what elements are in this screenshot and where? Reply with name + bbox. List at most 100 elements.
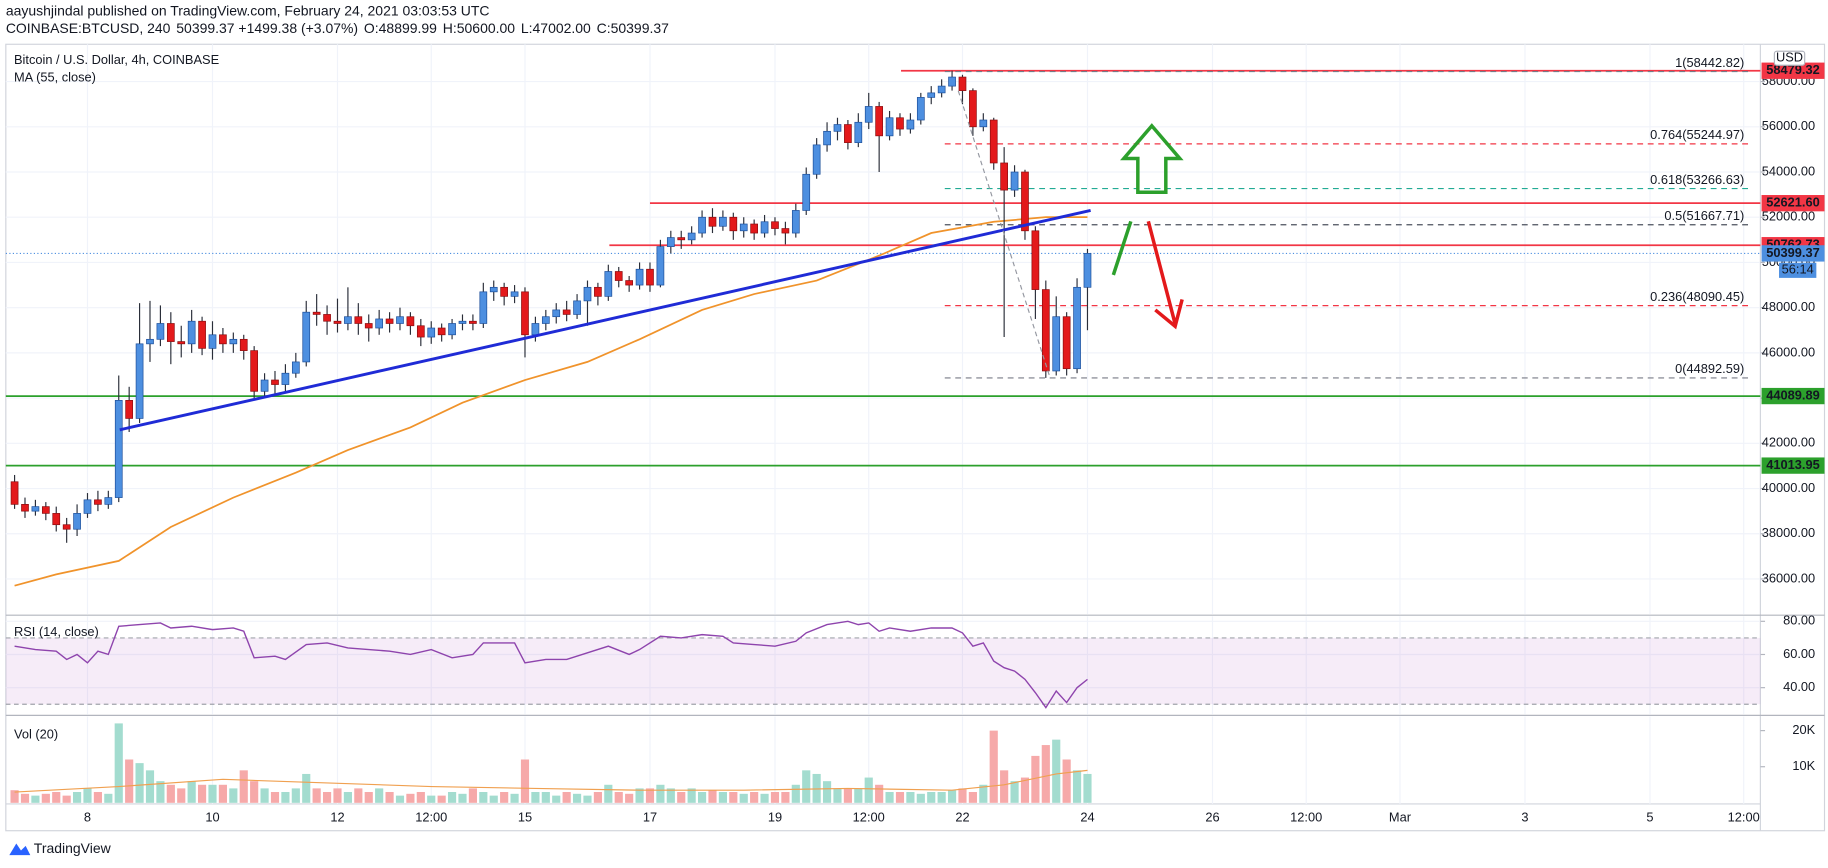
up-arrow [1120,123,1184,194]
x-tick-label: 10 [205,809,219,824]
logo [9,843,31,856]
volume-bar [114,723,123,803]
down-path [1146,220,1177,325]
candle-body [73,513,81,530]
volume-bar [1000,770,1009,803]
candle-body [594,286,602,297]
candle-body [219,334,227,345]
x-tick-label: Mar [1389,809,1412,824]
fib-trend [957,90,1050,376]
candle-body [458,320,467,324]
volume-bar [885,792,894,803]
footer: TradingView [9,840,112,856]
level-label: 44089.89 [1766,387,1819,402]
volume-bar [1052,739,1061,803]
volume-bar [406,793,415,803]
annotations [957,90,1184,376]
ma-line [14,216,1088,587]
candle-body [781,228,790,234]
candle-body [135,343,144,419]
fib-label: 1(58442.82) [1675,55,1744,70]
candle-body [771,221,779,229]
candle-body [437,327,446,336]
volume-bar [708,790,717,803]
candle-body [281,372,290,385]
volume-bar [145,770,155,803]
volume-bar [687,788,696,803]
y-tick-label: 10K [1792,758,1815,773]
candle-body [1083,253,1092,288]
volume-bar [156,781,165,803]
candle-body [1031,230,1040,290]
volume-bar [531,792,540,803]
candle-body [687,232,696,241]
volume-bar [343,792,352,803]
level-box [1761,387,1825,405]
volume-bar [656,784,665,803]
candle-body [166,323,175,342]
candle-body [823,130,831,146]
volume-bar [510,793,519,803]
candle-body [291,361,300,374]
candle-body [656,246,665,286]
candle-body [885,117,894,137]
fib-label: 0(44892.59) [1675,361,1744,376]
candle-body [750,223,758,234]
volume-bar [666,788,675,803]
candle-body [333,320,342,324]
volume-bar [229,788,238,803]
candle-body [1000,162,1008,191]
fib-label: 0.764(55244.97) [1650,127,1744,142]
y-tick-label: 48000.00 [1762,299,1815,314]
candle-body [1073,286,1081,370]
candle-body [52,513,61,526]
level-box [1761,457,1825,474]
volume-bar [479,792,488,803]
rsi-band [5,637,1761,705]
fib-label: 0.618(53266.63) [1650,172,1744,187]
candle-body [406,316,415,327]
volume-bar [489,795,498,803]
countdown: 56:14 [1782,262,1814,277]
symbol-info-part: O: [364,20,379,36]
x-tick-label: 26 [1205,809,1219,824]
volume-bar [937,792,946,803]
candle-body [479,291,488,324]
candle-body [1052,316,1061,372]
candle-body [94,499,102,505]
candle-body [260,379,269,392]
candle-body [323,314,331,322]
last-price-label: 50399.37 [1766,245,1819,260]
volume-bar [166,784,175,803]
candle-body [1021,171,1029,232]
volume-bar [541,792,550,803]
level-label: 52621.60 [1766,195,1819,210]
volume-bar [739,793,748,803]
volume-bar [635,788,644,803]
candle-body [604,271,613,297]
volume-bar [875,784,884,803]
fib-label: 0.236(48090.45) [1650,289,1744,304]
down-arrowhead [1154,298,1184,330]
candle-body [521,291,529,336]
volume-bar [1041,745,1050,803]
x-tick-label: 12:00 [1290,809,1322,824]
volume-bar [364,792,373,803]
volume-bar [895,792,905,803]
y-tick-label: 60.00 [1783,646,1815,661]
volume-bar [1020,777,1030,803]
candle-body [739,223,748,232]
volume-bar [302,773,311,803]
volume-bar [41,793,50,803]
y-tick-label: 20K [1792,722,1815,737]
volume-bar [572,793,582,803]
candle-body [354,316,363,324]
labels: 8 10 12 12:00 15 17 19 12:00 22 24 26 12:00 Mar 3 5 12:… [84,50,1825,824]
brand: TradingView [34,840,112,856]
candle-body [448,323,456,336]
ma-title: MA (55, close) [14,69,96,84]
candle-body [531,323,540,336]
level-box [1761,62,1825,79]
volume-bar [604,784,613,803]
